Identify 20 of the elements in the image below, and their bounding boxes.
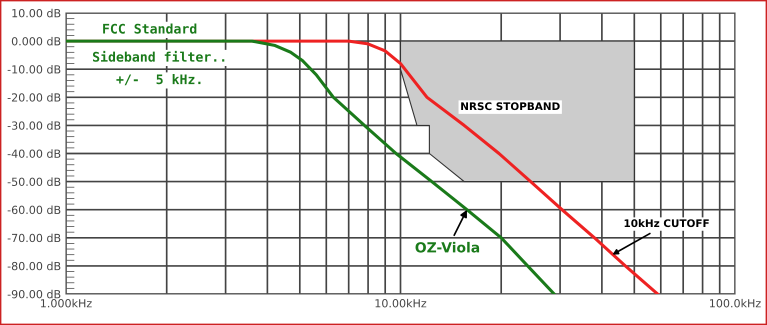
- annotation: +/- 5 kHz.: [116, 74, 200, 86]
- annotation: 10kHz CUTOFF: [624, 219, 709, 228]
- y-tick-label: -80.00 dB: [8, 262, 60, 270]
- y-tick-label: -40.00 dB: [8, 149, 60, 158]
- y-tick-label: -10.00 dB: [8, 64, 60, 74]
- annotation: OZ-Viola: [416, 242, 480, 253]
- y-tick-label: 10.00 dB: [12, 8, 60, 18]
- annotation: NRSC STOPBAND: [461, 102, 560, 110]
- x-tick-label: 10.00kHz: [376, 298, 426, 308]
- x-tick-label: 1.000kHz: [41, 298, 92, 308]
- y-tick-label: -70.00 dB: [8, 234, 60, 242]
- annotation: FCC Standard: [103, 23, 196, 34]
- y-tick-label: 0.000 dB: [12, 36, 60, 46]
- y-tick-label: -60.00 dB: [8, 205, 60, 214]
- x-tick-label: 100.0kHz: [710, 298, 761, 308]
- annotation: Sideband filter..: [92, 50, 224, 62]
- y-tick-label: -20.00 dB: [8, 93, 60, 102]
- y-tick-label: -30.00 dB: [8, 121, 60, 130]
- y-tick-label: -90.00 dB: [8, 290, 60, 298]
- y-tick-label: -50.00 dB: [8, 177, 60, 186]
